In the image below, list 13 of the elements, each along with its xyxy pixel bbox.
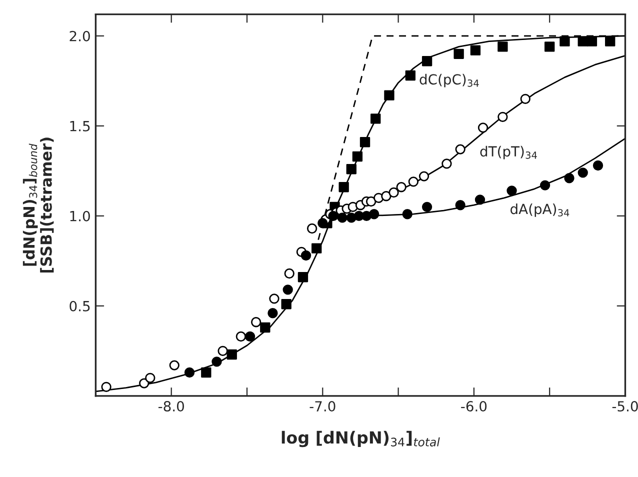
x-axis-title: log [dN(pN)$_{34}$]$_{total}$ bbox=[282, 430, 440, 448]
y-tick-label: 2.0 bbox=[70, 30, 90, 42]
x-tick-label: -6.0 bbox=[461, 401, 487, 412]
x-tick-label: -7.0 bbox=[310, 401, 336, 412]
series-label: dA(pA)$_{34}$ bbox=[510, 203, 570, 217]
x-tick-label: -5.0 bbox=[612, 401, 638, 412]
series-label: dC(pC)$_{34}$ bbox=[420, 74, 479, 88]
y-tick-label: 1.0 bbox=[70, 210, 90, 222]
series-label: dT(pT)$_{34}$ bbox=[480, 146, 537, 160]
x-tick-label: -8.0 bbox=[158, 401, 184, 412]
y-tick-label: 0.5 bbox=[70, 300, 90, 312]
y-tick-label: 1.5 bbox=[70, 121, 90, 132]
y-axis-title: [dN(pN)$_{34}$]$_{bound}$ [SSB](tetramer) bbox=[22, 138, 54, 273]
